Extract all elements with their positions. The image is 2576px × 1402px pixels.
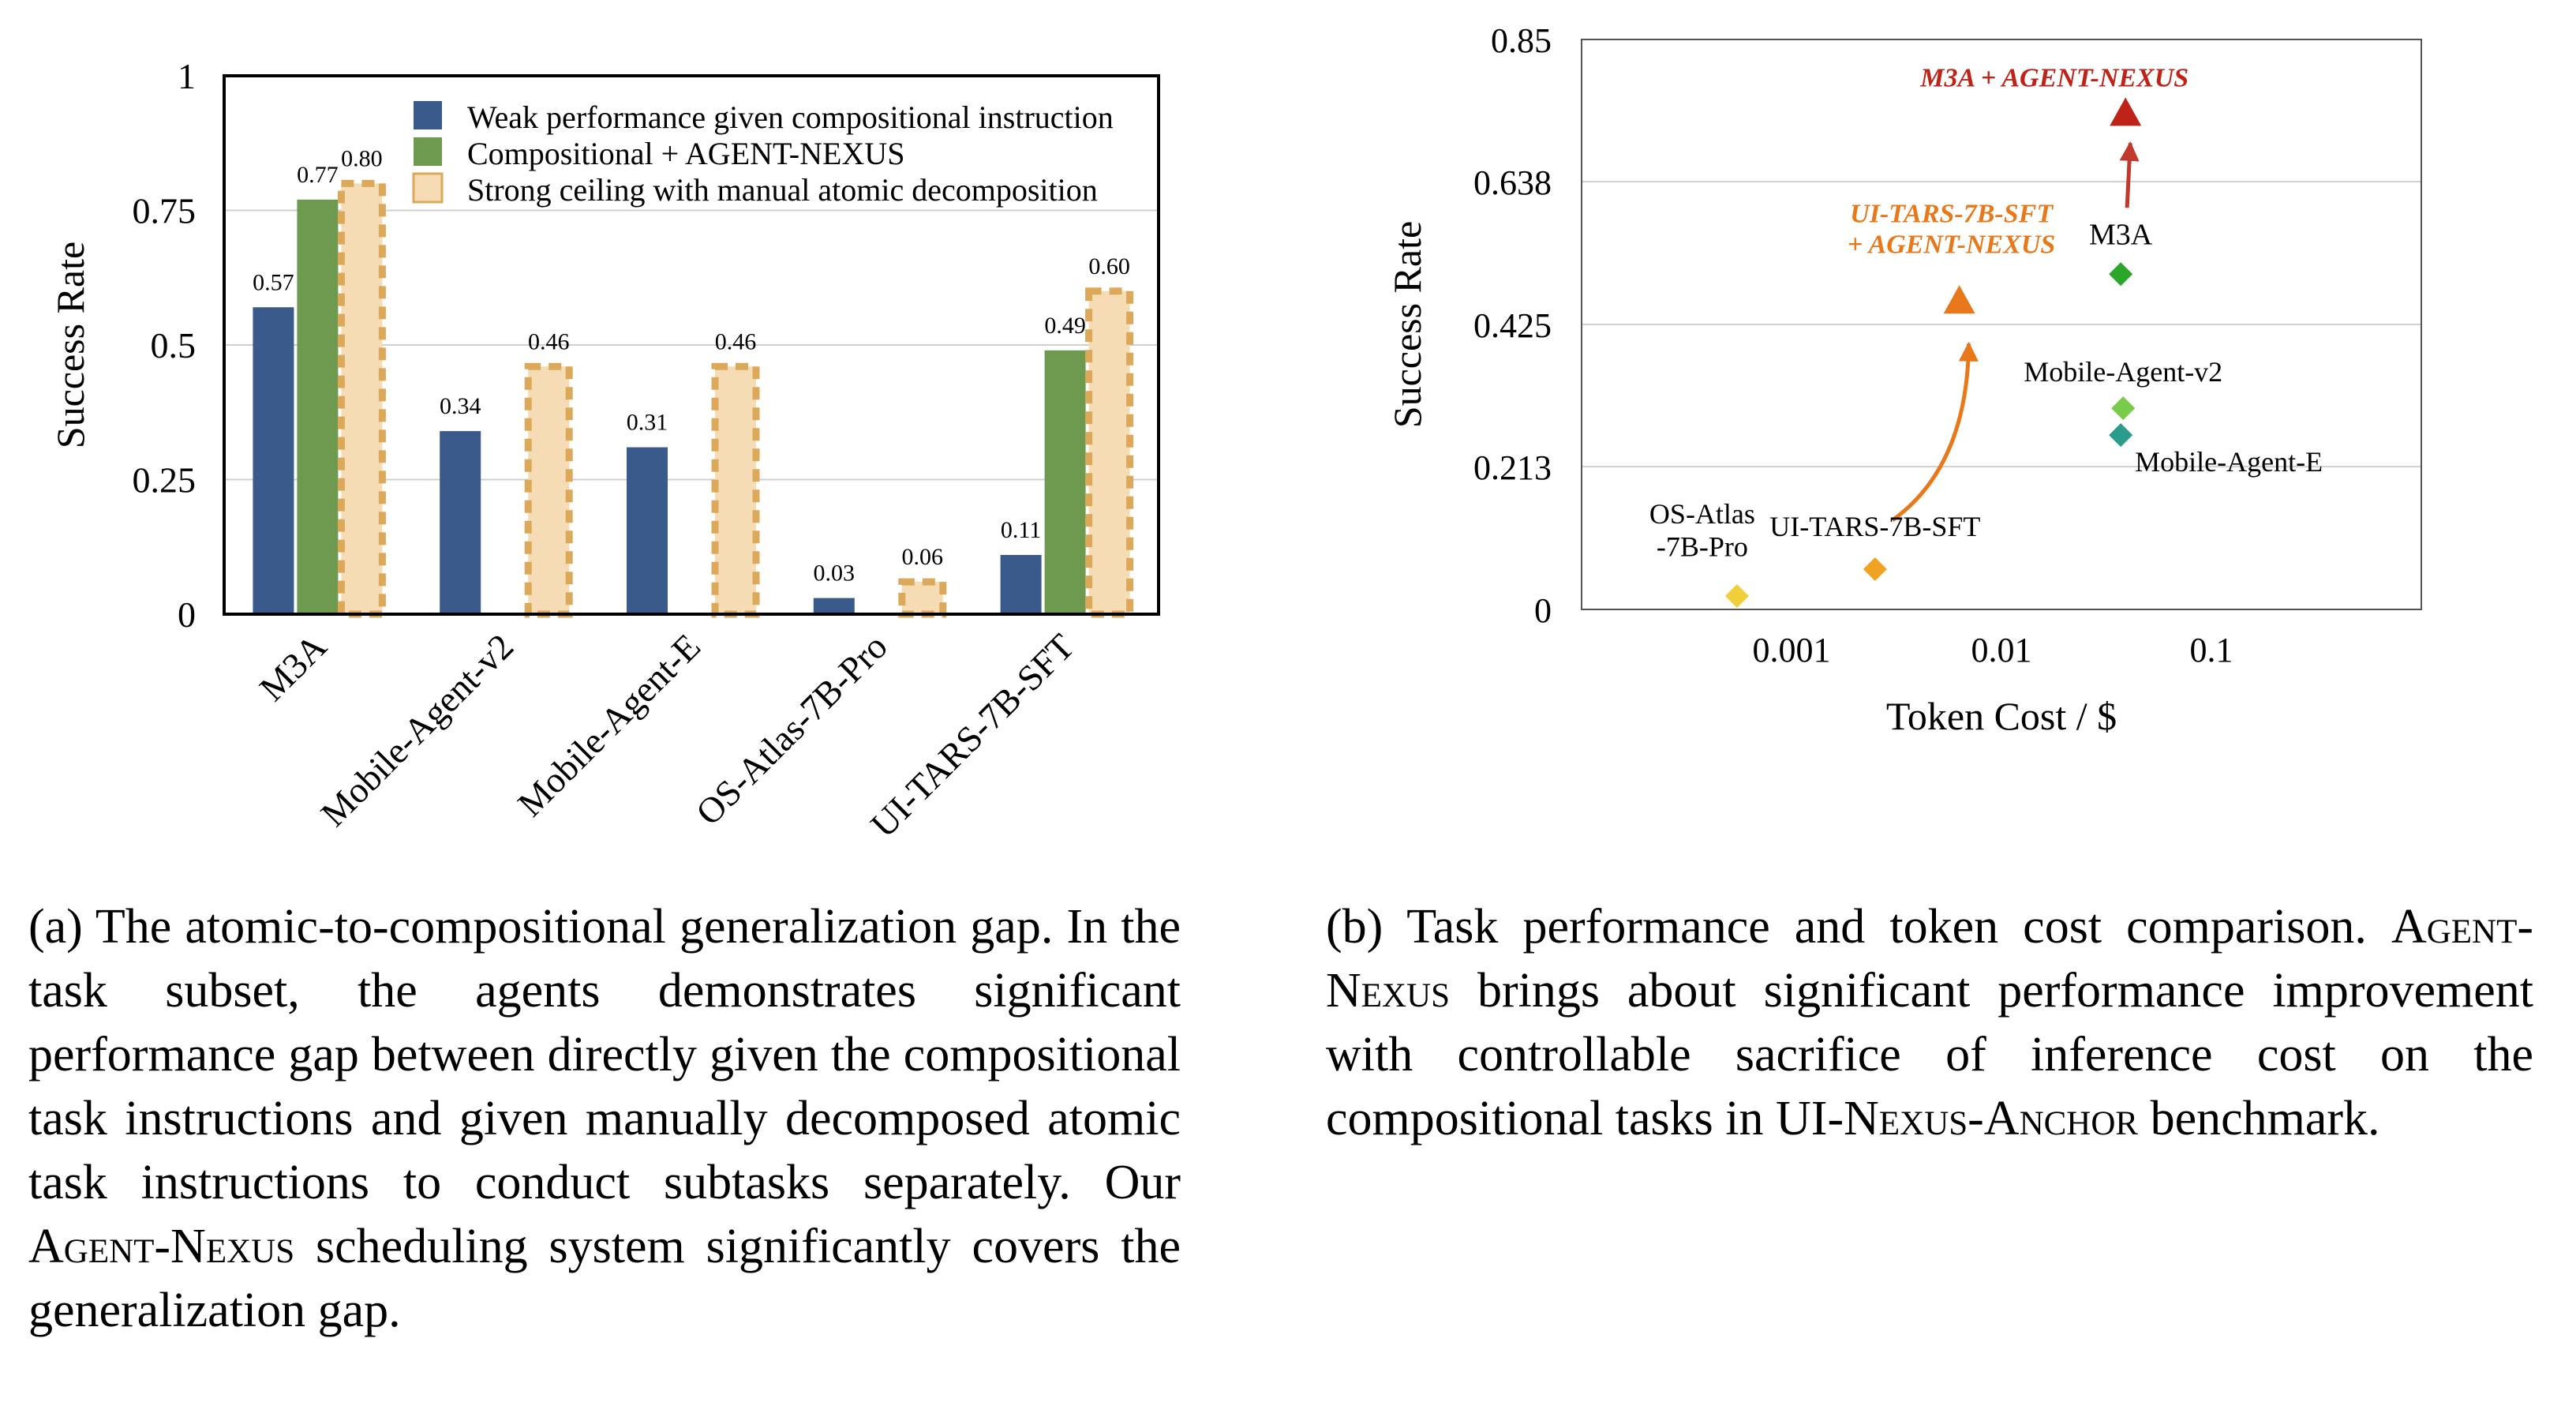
caption-a-text-1: (a) The atomic-to-compositional generali… <box>28 900 1181 1209</box>
improvement-arrow <box>1891 341 1979 523</box>
point-label-line: Mobile-Agent-v2 <box>2024 356 2222 388</box>
bar <box>440 431 481 614</box>
data-label: 0.77 <box>297 162 339 188</box>
data-label: 0.46 <box>715 328 757 354</box>
bar <box>1085 287 1134 618</box>
caption-b-text-1: (b) Task performance and token cost comp… <box>1326 900 2391 954</box>
point-label-line: -7B-Pro <box>1657 530 1748 562</box>
legend-label: Compositional + AGENT-NEXUS <box>467 136 904 171</box>
scatter-point <box>2111 396 2136 421</box>
scatter-point <box>2110 97 2142 126</box>
bar <box>1044 350 1086 614</box>
bar <box>524 362 573 618</box>
bar-chart-generalization-gap: 0 0.25 0.5 0.75 1 0.57 0.770.80 M3A 0.34 0.46 Mobi… <box>48 56 1160 845</box>
x-tick-label: 0.001 <box>1753 631 1831 669</box>
caption-b-text-3: benchmark. <box>2138 1092 2380 1145</box>
bar <box>898 578 947 618</box>
caption-a: (a) The atomic-to-compositional generali… <box>28 895 1181 1343</box>
x-tick-label: 0.01 <box>1971 631 2032 669</box>
data-label: 0.60 <box>1088 253 1130 279</box>
x-tick-label: OS-Atlas-7B-Pro <box>688 626 895 833</box>
y-tick-label: 0.85 <box>1491 21 1552 60</box>
bar <box>711 362 760 618</box>
bar <box>253 307 294 614</box>
improvement-arrow <box>2119 141 2140 208</box>
data-label: 0.46 <box>528 328 570 354</box>
data-label: 0.34 <box>440 393 481 419</box>
x-axis-label: Token Cost / $ <box>1886 694 2117 738</box>
plot-frame <box>1581 39 2422 610</box>
bar <box>297 199 339 615</box>
point-label: Mobile-Agent-v2 <box>2024 356 2222 388</box>
scatter-point <box>1724 584 1749 609</box>
point-label-line: OS-Atlas <box>1649 498 1755 530</box>
y-tick-label: 1 <box>178 56 196 96</box>
caption-a-text-2: scheduling system significantly covers t… <box>28 1220 1181 1337</box>
y-tick-label: 0.213 <box>1473 448 1552 487</box>
bar <box>337 179 386 618</box>
scatter-point <box>2109 423 2133 448</box>
bar <box>1000 554 1042 614</box>
scatter-point <box>1943 285 1975 314</box>
x-tick-label: Mobile-Agent-E <box>510 626 708 824</box>
data-label: 0.31 <box>627 410 668 436</box>
point-label: OS-Atlas -7B-Pro <box>1649 498 1755 562</box>
caption-b-agent-nexus: Agent-Nexus <box>1326 900 2533 1018</box>
x-tick-label: 0.1 <box>2190 631 2233 669</box>
scatter-point <box>2109 262 2133 287</box>
point-label: UI-TARS-7B-SFT <box>1769 511 1980 542</box>
point-label-line: M3A + AGENT-NEXUS <box>1919 63 2188 92</box>
y-axis-label: Success Rate <box>1385 221 1429 428</box>
caption-b: (b) Task performance and token cost comp… <box>1326 895 2533 1151</box>
x-tick-label: Mobile-Agent-v2 <box>313 626 522 834</box>
y-tick-label: 0.425 <box>1473 306 1552 345</box>
legend-swatch <box>414 101 442 129</box>
y-tick-label: 0.75 <box>133 191 197 231</box>
caption-b-text-2: brings about significant performance imp… <box>1326 964 2533 1145</box>
caption-b-benchmark-name: Nexus-Anchor <box>1844 1092 2139 1145</box>
data-label: 0.49 <box>1044 313 1086 339</box>
y-tick-label: 0.25 <box>133 460 197 500</box>
point-label-line: M3A <box>2089 218 2153 251</box>
data-label: 0.03 <box>814 560 856 587</box>
y-tick-label: 0 <box>178 594 196 635</box>
point-label: UI-TARS-7B-SFT + AGENT-NEXUS <box>1848 199 2055 259</box>
plot-frame <box>223 74 1160 616</box>
y-tick-label: 0.638 <box>1473 163 1552 202</box>
y-tick-label: 0.5 <box>151 325 197 365</box>
legend-label: Strong ceiling with manual atomic decomp… <box>467 172 1098 208</box>
bar <box>813 598 855 614</box>
scatter-chart-cost-performance: 0 0.213 0.425 0.638 0.85 0.001 0.01 0.1 Success … <box>1385 21 2422 738</box>
x-tick-label: M3A <box>252 626 335 709</box>
legend-label: Weak performance given compositional ins… <box>467 99 1114 135</box>
point-label-line: UI-TARS-7B-SFT <box>1769 511 1980 542</box>
y-tick-label: 0 <box>1534 591 1552 630</box>
point-label-line: UI-TARS-7B-SFT <box>1850 199 2054 228</box>
data-label: 0.57 <box>253 269 294 295</box>
legend-swatch <box>414 137 442 166</box>
point-label-line: Mobile-Agent-E <box>2135 446 2323 478</box>
y-axis-label: Success Rate <box>48 242 92 448</box>
scatter-point <box>1863 557 1887 582</box>
point-label: M3A + AGENT-NEXUS <box>1919 63 2188 92</box>
data-label: 0.06 <box>902 544 944 570</box>
caption-a-agent-nexus: Agent-Nexus <box>28 1220 295 1273</box>
point-label: Mobile-Agent-E <box>2135 446 2323 478</box>
point-label: M3A <box>2089 218 2153 251</box>
legend-swatch <box>412 172 444 204</box>
bar <box>627 447 668 614</box>
x-tick-label: UI-TARS-7B-SFT <box>863 626 1081 845</box>
data-label: 0.11 <box>1001 517 1041 543</box>
data-label: 0.80 <box>341 145 383 171</box>
point-label-line: + AGENT-NEXUS <box>1848 230 2055 259</box>
